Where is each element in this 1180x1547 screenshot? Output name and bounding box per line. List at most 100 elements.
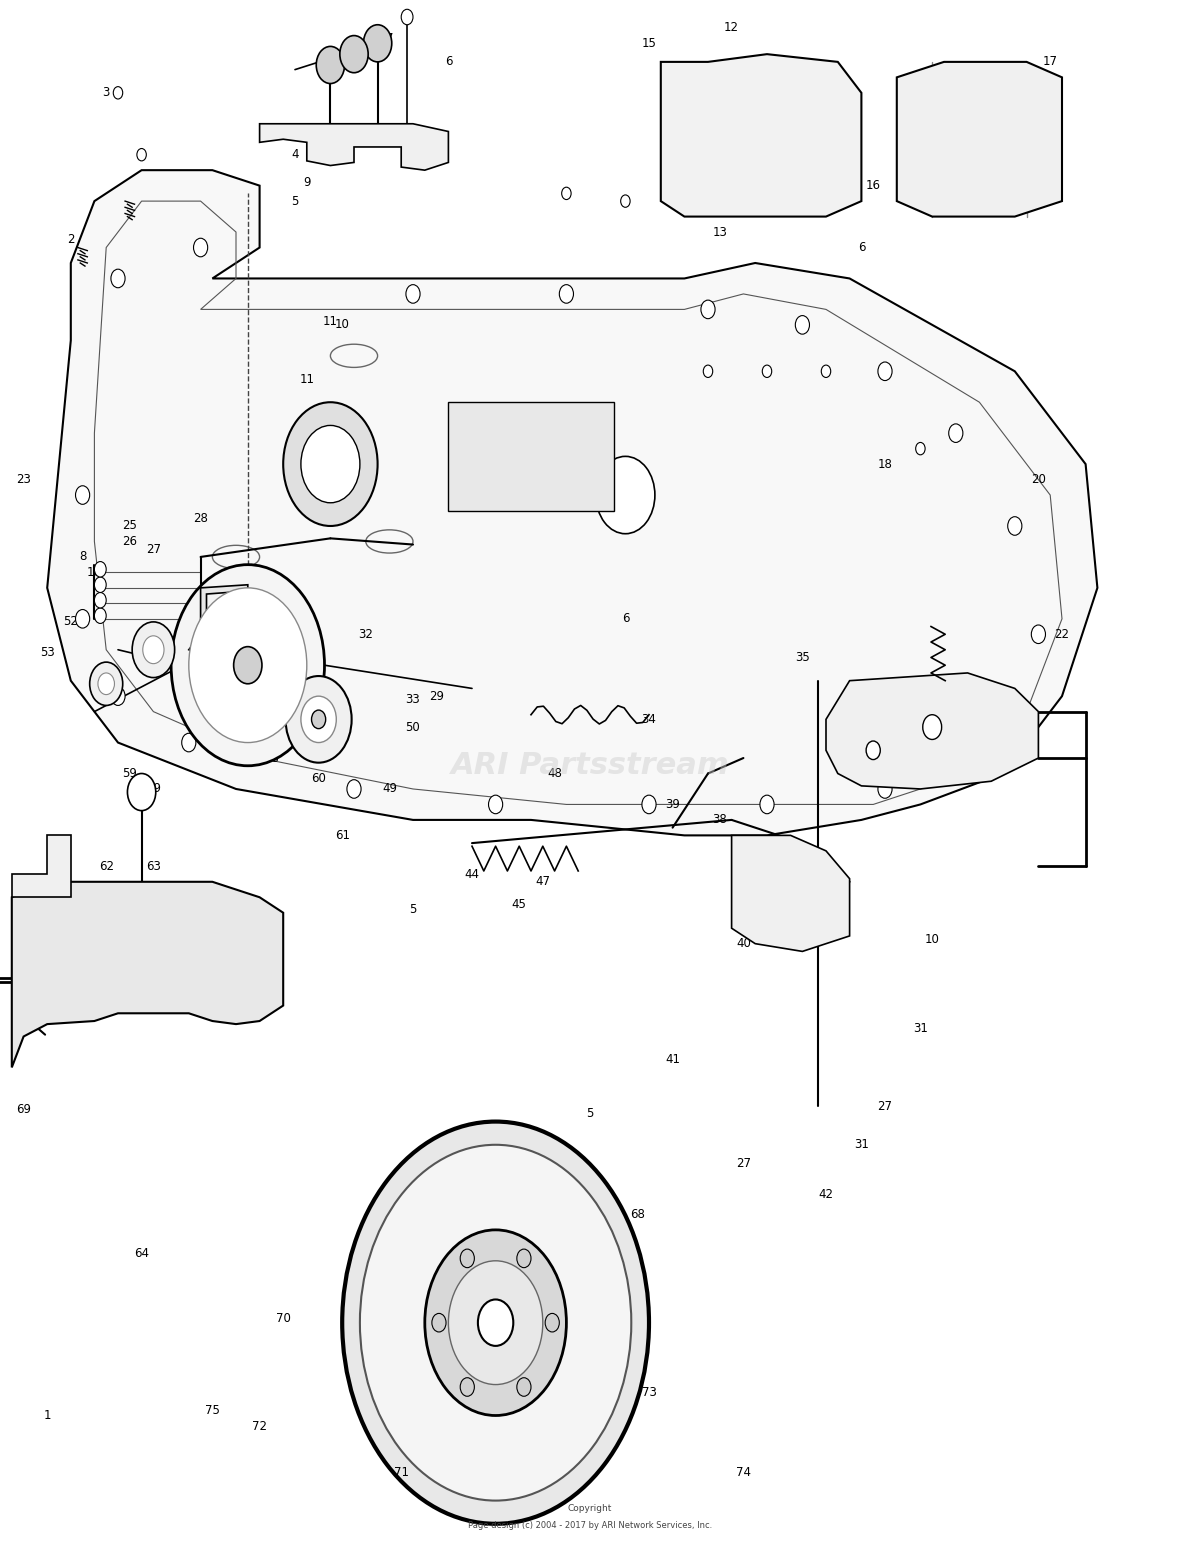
- Circle shape: [90, 662, 123, 705]
- Text: 58: 58: [264, 752, 278, 764]
- Circle shape: [171, 565, 324, 766]
- Text: 29: 29: [146, 783, 160, 795]
- Circle shape: [972, 718, 986, 736]
- Text: 52: 52: [64, 616, 78, 628]
- Text: Page design (c) 2004 - 2017 by ARI Network Services, Inc.: Page design (c) 2004 - 2017 by ARI Netwo…: [468, 1521, 712, 1530]
- Circle shape: [866, 741, 880, 760]
- Text: Copyright: Copyright: [568, 1504, 612, 1513]
- Text: 55: 55: [194, 698, 208, 710]
- Text: 39: 39: [666, 798, 680, 811]
- Text: 67: 67: [17, 1018, 31, 1030]
- Circle shape: [795, 316, 809, 334]
- Circle shape: [360, 1145, 631, 1501]
- Circle shape: [234, 647, 262, 684]
- Circle shape: [137, 149, 146, 161]
- Text: 17: 17: [1043, 56, 1057, 68]
- Text: 5: 5: [291, 195, 299, 207]
- Text: 22: 22: [1055, 628, 1069, 640]
- Circle shape: [94, 577, 106, 593]
- Circle shape: [401, 9, 413, 25]
- Text: 35: 35: [795, 651, 809, 664]
- Circle shape: [916, 442, 925, 455]
- Circle shape: [923, 715, 942, 739]
- Text: 34: 34: [642, 713, 656, 726]
- Text: 31: 31: [913, 1023, 927, 1035]
- Circle shape: [517, 1248, 531, 1267]
- Circle shape: [406, 285, 420, 303]
- Circle shape: [762, 365, 772, 377]
- Circle shape: [98, 673, 114, 695]
- Polygon shape: [732, 835, 850, 951]
- Text: 49: 49: [382, 783, 396, 795]
- Text: 15: 15: [642, 37, 656, 50]
- Circle shape: [143, 636, 164, 664]
- Text: 13: 13: [713, 226, 727, 238]
- Text: 72: 72: [253, 1420, 267, 1433]
- Circle shape: [347, 780, 361, 798]
- Text: 6: 6: [858, 241, 865, 254]
- Circle shape: [878, 780, 892, 798]
- Text: 30: 30: [217, 608, 231, 620]
- Circle shape: [189, 588, 307, 743]
- Circle shape: [460, 1378, 474, 1397]
- Circle shape: [701, 300, 715, 319]
- Circle shape: [460, 1248, 474, 1267]
- Text: 11: 11: [323, 316, 337, 328]
- Text: 1: 1: [44, 1409, 51, 1422]
- Circle shape: [703, 365, 713, 377]
- Circle shape: [127, 774, 156, 811]
- Text: 74: 74: [736, 1467, 750, 1479]
- Text: 63: 63: [146, 860, 160, 873]
- Text: 63: 63: [194, 713, 208, 726]
- Text: 44: 44: [465, 868, 479, 880]
- Text: 59: 59: [123, 767, 137, 780]
- Text: 68: 68: [630, 1208, 644, 1221]
- Text: 6: 6: [445, 56, 452, 68]
- Polygon shape: [448, 402, 614, 511]
- Circle shape: [94, 593, 106, 608]
- Text: 69: 69: [17, 1103, 31, 1115]
- Circle shape: [132, 622, 175, 678]
- Polygon shape: [189, 585, 248, 653]
- Text: 33: 33: [406, 693, 420, 705]
- Text: 27: 27: [736, 1157, 750, 1170]
- Circle shape: [312, 710, 326, 729]
- Text: 26: 26: [123, 535, 137, 548]
- Circle shape: [182, 733, 196, 752]
- Circle shape: [642, 795, 656, 814]
- Text: 28: 28: [194, 512, 208, 524]
- Text: 65: 65: [17, 917, 31, 930]
- Text: 56: 56: [264, 721, 278, 733]
- Circle shape: [760, 795, 774, 814]
- Polygon shape: [12, 882, 283, 1067]
- Circle shape: [821, 365, 831, 377]
- Circle shape: [111, 269, 125, 288]
- Text: 53: 53: [40, 647, 54, 659]
- Circle shape: [1008, 517, 1022, 535]
- Text: 66: 66: [17, 953, 31, 965]
- Circle shape: [478, 1299, 513, 1346]
- Text: 42: 42: [819, 1188, 833, 1200]
- Circle shape: [425, 1230, 566, 1416]
- Text: 45: 45: [512, 899, 526, 911]
- Circle shape: [363, 25, 392, 62]
- Circle shape: [545, 1313, 559, 1332]
- Text: 8: 8: [79, 551, 86, 563]
- Text: 61: 61: [335, 829, 349, 842]
- Circle shape: [76, 610, 90, 628]
- Circle shape: [559, 285, 573, 303]
- Text: 4: 4: [291, 149, 299, 161]
- Text: 10: 10: [925, 933, 939, 945]
- Text: 5: 5: [586, 1108, 594, 1120]
- Text: 2: 2: [67, 234, 74, 246]
- Text: 16: 16: [866, 179, 880, 192]
- Text: 64: 64: [135, 1247, 149, 1259]
- Polygon shape: [260, 124, 448, 170]
- Text: 23: 23: [17, 473, 31, 486]
- Circle shape: [432, 1313, 446, 1332]
- Text: 29: 29: [264, 582, 278, 594]
- Text: 10: 10: [335, 319, 349, 331]
- Text: 27: 27: [146, 543, 160, 555]
- Text: 5: 5: [409, 903, 417, 916]
- Text: 62: 62: [99, 860, 113, 873]
